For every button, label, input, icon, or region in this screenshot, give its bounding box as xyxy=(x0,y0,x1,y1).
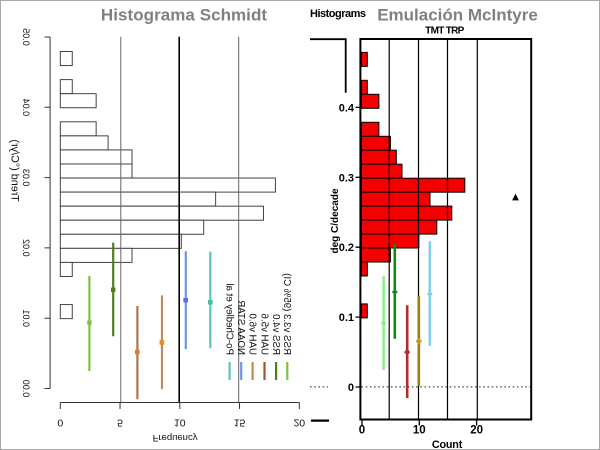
svg-text:0.1: 0.1 xyxy=(339,312,354,324)
svg-text:0.3: 0.3 xyxy=(339,172,354,184)
svg-text:0.2: 0.2 xyxy=(339,242,354,254)
svg-text:0.05: 0.05 xyxy=(21,28,31,46)
svg-text:TMT TRP: TMT TRP xyxy=(425,26,464,37)
svg-text:NOAA STAR: NOAA STAR xyxy=(235,300,246,355)
svg-text:0.4: 0.4 xyxy=(339,102,355,114)
svg-text:Histograms: Histograms xyxy=(310,8,366,20)
svg-text:RSS v4.0: RSS v4.0 xyxy=(270,313,281,355)
svg-text:0.02: 0.02 xyxy=(21,239,31,257)
svg-text:0: 0 xyxy=(348,382,354,394)
svg-text:0: 0 xyxy=(359,425,365,437)
svg-text:Emulación McIntyre: Emulación McIntyre xyxy=(377,6,538,25)
svg-text:RSS v3.3 (95% CI): RSS v3.3 (95% CI) xyxy=(281,273,292,355)
svg-text:UAH v5.6: UAH v5.6 xyxy=(258,314,269,355)
svg-text:10: 10 xyxy=(174,416,186,428)
svg-text:15: 15 xyxy=(234,416,246,428)
svg-text:20: 20 xyxy=(293,416,305,428)
svg-text:0.03: 0.03 xyxy=(21,169,31,187)
svg-text:5: 5 xyxy=(117,416,123,428)
svg-text:Po-Chedley et al: Po-Chedley et al xyxy=(223,283,234,355)
svg-text:UAH v6.0: UAH v6.0 xyxy=(246,313,257,355)
svg-text:deg C/decade: deg C/decade xyxy=(330,188,341,253)
svg-text:0.00: 0.00 xyxy=(21,380,31,398)
svg-text:0.01: 0.01 xyxy=(21,309,31,327)
svg-text:0: 0 xyxy=(57,416,63,428)
svg-text:Trend (°C/yr): Trend (°C/yr) xyxy=(9,139,21,201)
svg-text:Count: Count xyxy=(432,439,463,450)
svg-text:20: 20 xyxy=(470,425,483,437)
svg-text:10: 10 xyxy=(413,425,426,437)
svg-text:0.04: 0.04 xyxy=(21,99,31,117)
svg-text:Histograma Schmidt: Histograma Schmidt xyxy=(101,6,267,25)
svg-text:Frequency: Frequency xyxy=(153,432,198,443)
